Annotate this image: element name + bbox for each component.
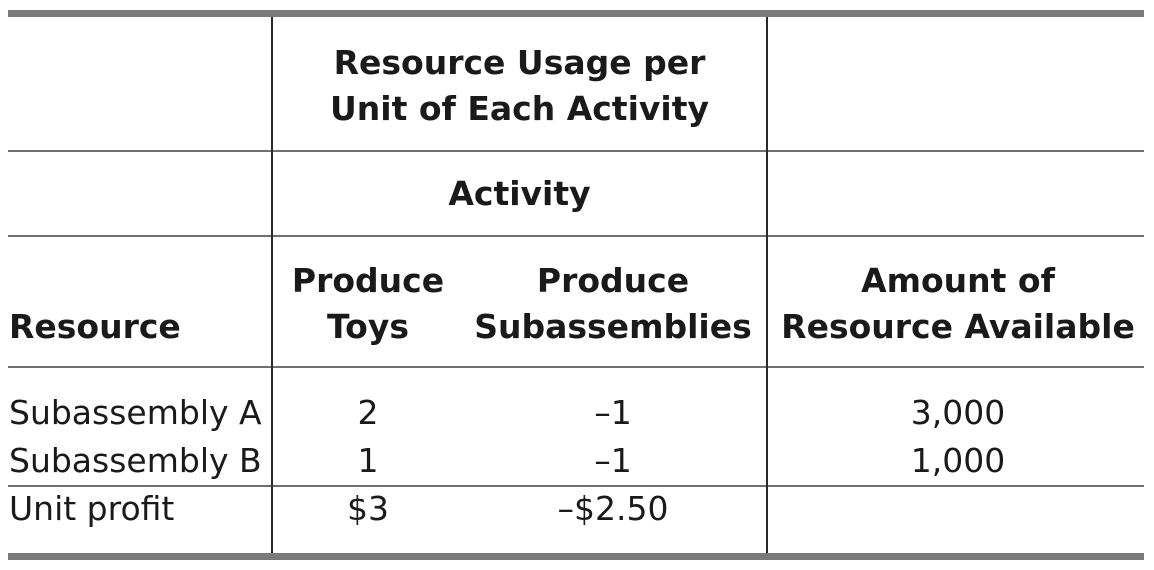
row-1-resource: Subassembly A	[9, 393, 262, 432]
row-1-subassemblies: –1	[594, 393, 632, 432]
column-header-toys-line2: Toys	[327, 307, 409, 346]
row-2-subassemblies: –1	[594, 441, 632, 480]
rule-under-column-headers	[8, 366, 1144, 368]
vertical-divider-right	[766, 17, 768, 553]
vertical-divider-left	[271, 17, 273, 553]
column-header-available-line2: Resource Available	[781, 307, 1135, 346]
group-header-line1: Resource Usage per	[333, 43, 706, 82]
profit-row-subassemblies: –$2.50	[557, 489, 669, 528]
column-header-toys: Produce Toys	[273, 258, 463, 350]
column-header-available: Amount of Resource Available	[768, 258, 1148, 350]
top-rule	[8, 10, 1144, 17]
row-1-toys: 2	[357, 393, 379, 432]
column-header-subassemblies: Produce Subassemblies	[463, 258, 763, 350]
rule-above-profit	[8, 485, 1144, 487]
row-1-available: 3,000	[910, 393, 1006, 432]
rule-under-activity	[8, 235, 1144, 237]
column-header-available-line1: Amount of	[861, 261, 1055, 300]
group-header: Resource Usage per Unit of Each Activity	[273, 40, 766, 132]
row-2-available: 1,000	[910, 441, 1006, 480]
activity-label: Activity	[448, 174, 591, 213]
profit-row-label: Unit profit	[9, 489, 175, 528]
group-header-line2: Unit of Each Activity	[329, 89, 710, 128]
column-header-subassemblies-line1: Produce	[536, 261, 690, 300]
column-header-subassemblies-line2: Subassemblies	[474, 307, 752, 346]
column-header-toys-line1: Produce	[291, 261, 445, 300]
column-header-resource: Resource	[9, 307, 181, 346]
row-2-toys: 1	[357, 441, 379, 480]
rule-under-group-header	[8, 150, 1144, 152]
profit-row-toys: $3	[347, 489, 389, 528]
bottom-rule	[8, 553, 1144, 560]
row-2-resource: Subassembly B	[9, 441, 262, 480]
